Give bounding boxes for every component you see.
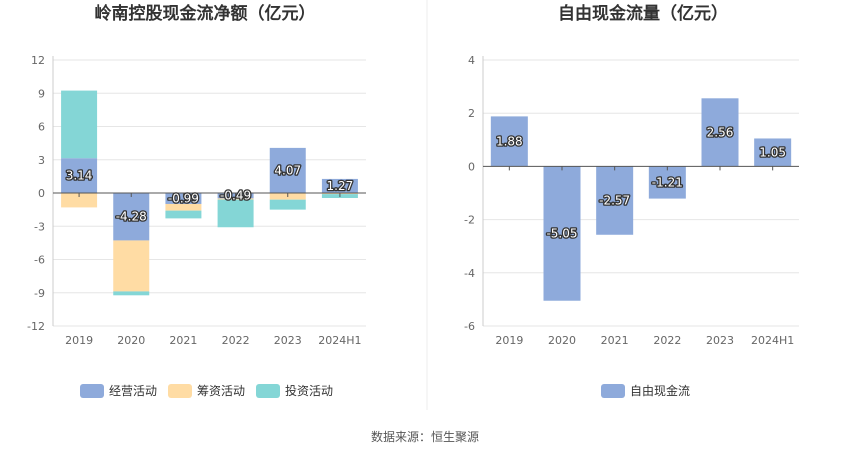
- legend-swatch: [168, 384, 192, 398]
- bar-投资活动-2023: [269, 199, 306, 210]
- data-label: 2.56: [707, 125, 734, 139]
- x-tick-label: 2020: [548, 334, 576, 347]
- y-tick-label: 4: [468, 54, 475, 67]
- x-tick-label: 2019: [65, 334, 93, 347]
- legend-label: 自由现金流: [630, 383, 690, 398]
- y-tick-label: -3: [34, 220, 45, 233]
- data-label: 1.05: [759, 145, 786, 159]
- data-label: 1.88: [496, 134, 523, 148]
- bar-经营活动-2023: [269, 147, 306, 193]
- bar-筹资活动-2022: [217, 198, 254, 200]
- bar-投资活动-2020: [113, 291, 150, 296]
- data-label: -2.57: [599, 194, 630, 208]
- legend-swatch: [601, 384, 625, 398]
- data-label: -4.28: [116, 210, 147, 224]
- legend-label: 经营活动: [109, 384, 157, 398]
- y-tick-label: 3: [38, 154, 45, 167]
- bar-投资活动-2021: [165, 210, 202, 219]
- bar-筹资活动-2021: [165, 203, 202, 211]
- y-tick-label: -6: [34, 254, 45, 267]
- y-tick-label: 0: [468, 160, 475, 173]
- charts-canvas: 岭南控股现金流净额（亿元） 12 9 6 3 0 -3 -6 -9 -12 2019 2020 2021…: [27, 0, 799, 410]
- y-tick-label: -9: [34, 287, 45, 300]
- legend-swatch: [256, 384, 280, 398]
- data-label: 4.07: [274, 163, 301, 177]
- bar-经营活动-2021: [165, 193, 202, 204]
- data-label: -0.49: [220, 189, 251, 203]
- x-tick-label: 2019: [495, 334, 523, 347]
- data-label: 3.14: [66, 169, 93, 183]
- bar-经营活动-2020: [113, 193, 150, 241]
- bar-投资活动-2022: [217, 199, 254, 228]
- data-label: 1.27: [327, 179, 354, 193]
- bar-筹资活动-2020: [113, 240, 150, 292]
- y-tick-label: 9: [38, 87, 45, 100]
- bar-经营活动-2024H1: [321, 178, 358, 193]
- bar-自由现金流-2020: [543, 166, 581, 301]
- chart-title: 岭南控股现金流净额（亿元）: [95, 3, 316, 24]
- y-tick-label: 6: [38, 121, 45, 134]
- x-tick-label: 2024H1: [318, 334, 361, 347]
- y-tick-label: -12: [27, 320, 45, 333]
- bar-自由现金流-2024H1: [754, 138, 792, 167]
- x-tick-label: 2023: [706, 334, 734, 347]
- x-tick-label: 2024H1: [751, 334, 794, 347]
- data-source-label: 数据来源：恒生聚源: [370, 430, 479, 444]
- bar-自由现金流-2023: [701, 98, 739, 167]
- chart-title: 自由现金流量（亿元）: [558, 3, 728, 24]
- y-tick-label: -2: [464, 214, 475, 227]
- chart-1: 岭南控股现金流净额（亿元） 12 9 6 3 0 -3 -6 -9 -12 2019 2020 2021…: [27, 3, 366, 398]
- x-tick-label: 2022: [653, 334, 681, 347]
- x-tick-label: 2020: [117, 334, 145, 347]
- x-tick-label: 2022: [222, 334, 250, 347]
- legend-swatch: [80, 384, 104, 398]
- data-label: -1.21: [652, 175, 683, 189]
- bar-自由现金流-2021: [596, 166, 634, 235]
- y-tick-label: 12: [31, 54, 45, 67]
- legend-label: 投资活动: [285, 383, 333, 398]
- legend-label: 筹资活动: [197, 384, 245, 398]
- bar-筹资活动-2019: [61, 193, 98, 208]
- y-tick-label: -6: [464, 320, 475, 333]
- y-tick-label: 2: [468, 107, 475, 120]
- x-tick-label: 2021: [169, 334, 197, 347]
- y-tick-label: 0: [38, 187, 45, 200]
- data-label: -5.05: [546, 227, 577, 241]
- y-tick-label: -4: [464, 267, 475, 280]
- chart-2: 自由现金流量（亿元） 4 2 0 -2 -4 -6 2019 2020 2021 2022 2023 2…: [464, 3, 799, 398]
- bar-投资活动-2019: [61, 90, 98, 159]
- data-label: -0.99: [168, 191, 199, 205]
- bar-自由现金流-2022: [648, 166, 686, 199]
- x-tick-label: 2023: [274, 334, 302, 347]
- bar-经营活动-2019: [61, 158, 98, 193]
- x-tick-label: 2021: [601, 334, 629, 347]
- bar-自由现金流-2019: [490, 116, 528, 167]
